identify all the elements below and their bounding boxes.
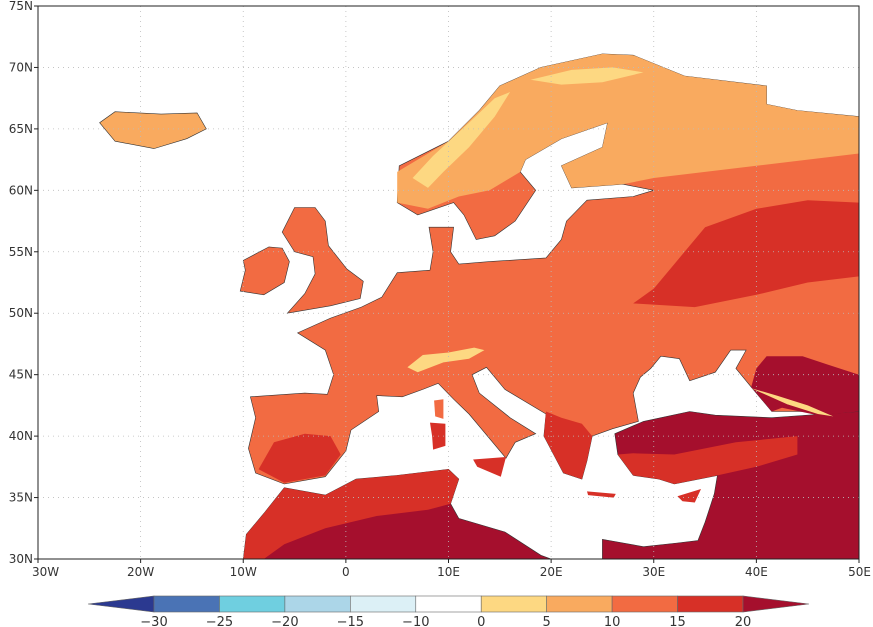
lon-tick-label: 10E bbox=[437, 565, 460, 579]
colorbar-label: 10 bbox=[604, 615, 621, 627]
colorbar-bin bbox=[350, 595, 417, 613]
region-sicily bbox=[473, 457, 506, 477]
colorbar-label: 15 bbox=[669, 615, 686, 627]
colorbar-bin bbox=[480, 595, 547, 613]
region-hot-balkans bbox=[543, 411, 593, 480]
latitude-axis: 75N 70N 65N 60N 55N 50N 45N 40N 35N 30N bbox=[9, 0, 38, 566]
region-cool-lapland bbox=[530, 67, 644, 85]
temperature-regions bbox=[99, 53, 859, 559]
region-cool-norway-mountains bbox=[412, 92, 511, 188]
lon-tick-label: 40E bbox=[745, 565, 768, 579]
colorbar-label: −10 bbox=[402, 615, 429, 627]
colorbar-over-arrow bbox=[742, 595, 810, 613]
colorbar-legend: −30 −25 −20 −15 −10 0 5 10 15 20 bbox=[87, 595, 810, 627]
region-cool-alps bbox=[407, 347, 485, 373]
colorbar-label: 5 bbox=[543, 615, 551, 627]
colorbar-label: 20 bbox=[735, 615, 752, 627]
colorbar-bin bbox=[611, 595, 678, 613]
colorbar-label: −20 bbox=[271, 615, 298, 627]
region-crete bbox=[587, 491, 616, 498]
region-ireland bbox=[239, 246, 290, 296]
region-hot-east bbox=[633, 200, 859, 308]
region-sardinia bbox=[430, 422, 446, 450]
gridlines bbox=[38, 6, 859, 559]
region-british-isles bbox=[281, 207, 364, 314]
colorbar-label: 0 bbox=[477, 615, 485, 627]
region-cool-caucasus bbox=[751, 388, 834, 417]
colorbar-label: −15 bbox=[337, 615, 364, 627]
lat-tick-label: 55N bbox=[9, 245, 33, 259]
lon-tick-label: 30W bbox=[32, 565, 59, 579]
lon-tick-label: 30E bbox=[642, 565, 665, 579]
lat-tick-label: 50N bbox=[9, 306, 33, 320]
colorbar-bin bbox=[284, 595, 351, 613]
colorbar-bin bbox=[153, 595, 220, 613]
region-hot-north-africa bbox=[243, 469, 459, 559]
lat-tick-label: 30N bbox=[9, 552, 33, 566]
colorbar-label: −25 bbox=[206, 615, 233, 627]
lon-tick-label: 20W bbox=[127, 565, 154, 579]
longitude-axis: 30W 20W 10W 0 10E 20E 30E 40E 50E bbox=[32, 559, 871, 579]
region-russia-south bbox=[751, 356, 859, 416]
lon-tick-label: 20E bbox=[540, 565, 563, 579]
lat-tick-label: 35N bbox=[9, 491, 33, 505]
region-hot-turkey bbox=[617, 436, 798, 484]
lat-tick-label: 65N bbox=[9, 122, 33, 136]
colorbar-bin bbox=[546, 595, 613, 613]
region-scandinavia-north bbox=[397, 53, 859, 209]
colorbar-label: −30 bbox=[140, 615, 167, 627]
region-corsica bbox=[434, 399, 444, 419]
colorbar-bin bbox=[415, 595, 482, 613]
lat-tick-label: 40N bbox=[9, 429, 33, 443]
region-hot-iberia bbox=[258, 433, 341, 483]
lon-tick-label: 0 bbox=[342, 565, 350, 579]
colorbar-bin bbox=[219, 595, 286, 613]
colorbar-bin bbox=[677, 595, 744, 613]
lat-tick-label: 45N bbox=[9, 368, 33, 382]
lat-tick-label: 70N bbox=[9, 60, 33, 74]
lon-tick-label: 50E bbox=[848, 565, 871, 579]
region-cyprus bbox=[677, 489, 701, 503]
region-iceland bbox=[99, 111, 207, 149]
lon-tick-label: 10W bbox=[230, 565, 257, 579]
lat-tick-label: 75N bbox=[9, 0, 33, 13]
lat-tick-label: 60N bbox=[9, 183, 33, 197]
